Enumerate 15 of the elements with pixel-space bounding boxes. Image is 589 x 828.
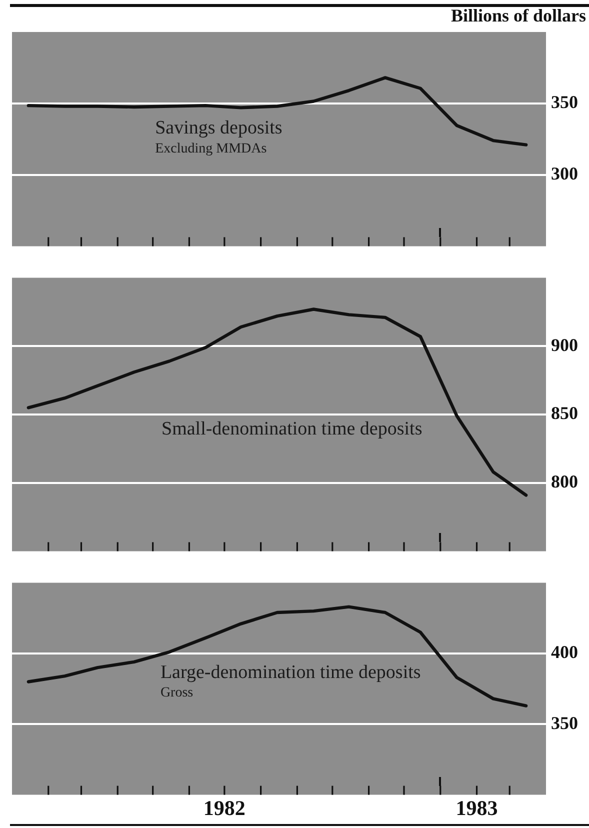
text: Excluding MMDAs	[155, 141, 267, 156]
y-tick-label: 900	[551, 334, 578, 355]
text: Gross	[160, 686, 194, 701]
y-tick-label: 350	[551, 712, 578, 733]
y-tick-label: 350	[551, 92, 578, 112]
y-tick-label: 800	[551, 472, 578, 492]
text: Small-denomination time deposits	[162, 418, 422, 440]
y-tick-label: 850	[551, 403, 578, 424]
y-tick-label: 300	[551, 163, 578, 184]
x-tick-label: 1983	[456, 796, 498, 820]
text: Savings deposits	[155, 117, 282, 138]
y-axis-title: Billions of dollars	[450, 6, 586, 26]
y-tick-label: 400	[551, 642, 578, 662]
x-tick-label: 1982	[203, 796, 246, 820]
text: Large-denomination time deposits	[160, 662, 421, 683]
